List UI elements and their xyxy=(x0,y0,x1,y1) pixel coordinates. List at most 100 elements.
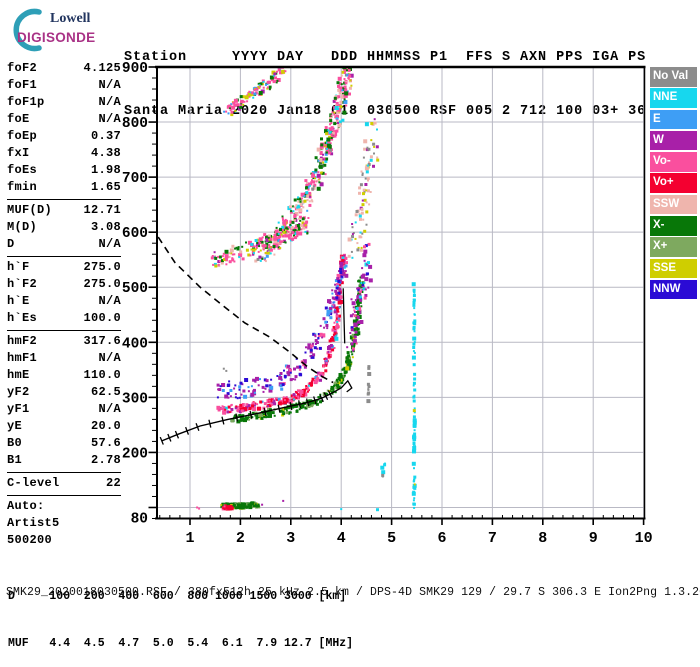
fof2-marker-line xyxy=(342,288,346,344)
param-value: N/A xyxy=(98,112,121,126)
param-row-b0: B0 57.6 xyxy=(7,435,121,452)
y-axis-label: 900 xyxy=(122,61,148,77)
param-label: hmE xyxy=(7,368,30,382)
overlay-curves xyxy=(157,236,353,442)
param-label: fxI xyxy=(7,146,30,160)
param-value: 22 xyxy=(105,476,121,490)
y-axis-label: 800 xyxy=(122,116,148,132)
param-value: 57.6 xyxy=(90,436,121,450)
param-value: 4.125 xyxy=(83,61,121,75)
y-axis-label: 700 xyxy=(122,171,148,187)
param-label: C-level xyxy=(7,476,60,490)
x-axis-label: 3 xyxy=(286,530,295,547)
param-value: N/A xyxy=(98,351,121,365)
legend-item-vo-: Vo- xyxy=(650,152,697,172)
ionogram-app: { "logo": {"line1": "Lowell", "line2": "… xyxy=(6,6,700,650)
echo-band-f-spread xyxy=(216,254,349,400)
echo-dot xyxy=(196,506,199,509)
param-label: foF1 xyxy=(7,78,38,92)
x-axis-label: 10 xyxy=(635,530,653,547)
param-value: 317.6 xyxy=(83,334,121,348)
axis-ticks xyxy=(148,66,645,525)
footer-status-line: SMK29_2020018030500.RSF / 380fx512h 25 k… xyxy=(6,586,700,599)
param-row-foep: foEp 0.37 xyxy=(7,128,121,145)
autoscaling-info-row: Artist5 xyxy=(7,515,121,532)
echo-dot xyxy=(413,483,416,486)
param-value: 1.98 xyxy=(90,163,121,177)
param-row-fof2: foF2 4.125 xyxy=(7,60,121,77)
param-value: 275.0 xyxy=(83,277,121,291)
echo-scatter xyxy=(196,67,417,512)
autoscaling-info-label: Artist5 xyxy=(7,516,60,530)
legend-item-noval: No Val xyxy=(650,67,697,87)
legend-item-ssw: SSW xyxy=(650,194,697,215)
grid-lines xyxy=(157,67,645,519)
param-value: 12.71 xyxy=(83,203,121,217)
echo-dot xyxy=(340,508,343,511)
true-height-profile xyxy=(161,393,331,442)
legend-item-sse: SSE xyxy=(650,258,697,279)
x-axis-label: 5 xyxy=(387,530,396,547)
param-label: h`Es xyxy=(7,311,38,325)
x-axis-label: 6 xyxy=(437,530,446,547)
param-row-hme: hmE 110.0 xyxy=(7,367,121,384)
param-label: fmin xyxy=(7,180,38,194)
param-row-hmf2: hmF2 317.6 xyxy=(7,333,121,350)
param-row-fof1p: foF1p N/A xyxy=(7,94,121,111)
param-label: foEs xyxy=(7,163,38,177)
param-row-fof1: foF1 N/A xyxy=(7,77,121,94)
param-row-mufd: MUF(D) 12.71 xyxy=(7,202,121,219)
legend-item-x-: X- xyxy=(650,216,697,236)
autoscaling-info-row: 500200 xyxy=(7,532,121,549)
param-value: 1.65 xyxy=(90,180,121,194)
echo-band-second-hop xyxy=(252,67,354,263)
echo-band-below-dots xyxy=(380,462,387,478)
param-value: N/A xyxy=(98,95,121,109)
transmission-curve-dashed xyxy=(157,236,334,384)
param-value: 3.08 xyxy=(90,220,121,234)
echo-band-second-hop-right xyxy=(347,118,380,259)
param-row-he: h`E N/A xyxy=(7,293,121,310)
y-axis-label: 500 xyxy=(122,281,148,297)
echo-band-f-trace-x xyxy=(230,275,365,424)
header-field-names: Station YYYY DAY DDD HHMMSS P1 FFS S AXN… xyxy=(124,50,647,65)
param-label: B1 xyxy=(7,453,23,467)
logo-digisonde-text: DIGISONDE xyxy=(17,30,96,45)
param-label: yE xyxy=(7,419,23,433)
echo-dot xyxy=(376,508,379,512)
echo-dot xyxy=(412,409,416,413)
legend-item-w: W xyxy=(650,130,697,151)
y-axis-label: 400 xyxy=(122,336,148,352)
dmuf-muf-row: MUF 4.4 4.5 4.7 5.0 5.4 6.1 7.9 12.7 [MH… xyxy=(8,636,354,650)
x-axis-label: 4 xyxy=(337,530,346,547)
param-row-md: M(D) 3.08 xyxy=(7,219,121,236)
legend-item-e: E xyxy=(650,109,697,130)
param-label: yF2 xyxy=(7,385,30,399)
param-value: 62.5 xyxy=(90,385,121,399)
param-label: h`E xyxy=(7,294,30,308)
echo-band-es-layer-red xyxy=(221,504,234,511)
legend-item-vo+: Vo+ xyxy=(650,173,697,193)
parameter-panel: foF2 4.125 foF1 N/A foF1p N/A foE N/A foEp 0.37 fx… xyxy=(7,60,121,549)
param-value: 110.0 xyxy=(83,368,121,382)
autoscaling-info-label: Auto: xyxy=(7,499,45,513)
param-label: foE xyxy=(7,112,30,126)
param-label: yF1 xyxy=(7,402,30,416)
param-label: MUF(D) xyxy=(7,203,53,217)
param-row-hmf1: hmF1 N/A xyxy=(7,350,121,367)
ionogram-plot: 900 800 700 600 500 400 300 200 80 1 2 3 4 5 6 7 8 9 10 xyxy=(122,61,653,547)
axis-labels: 900 800 700 600 500 400 300 200 80 1 2 3 4 5 6 7 8 9 10 xyxy=(122,61,653,547)
param-value: 20.0 xyxy=(90,419,121,433)
lowell-digisonde-logo: Lowell DIGISONDE xyxy=(10,6,128,54)
legend-item-nne: NNE xyxy=(650,88,697,108)
legend-item-nnw: NNW xyxy=(650,279,697,300)
panel-divider xyxy=(7,256,121,257)
param-label: h`F2 xyxy=(7,277,38,291)
profile-end-hook xyxy=(329,379,353,395)
echo-band-top-band xyxy=(223,67,287,117)
y-axis-label: 600 xyxy=(122,226,148,242)
param-label: hmF2 xyxy=(7,334,38,348)
logo-arc-icon xyxy=(13,8,42,52)
param-row-d: D N/A xyxy=(7,236,121,253)
param-label: hmF1 xyxy=(7,351,38,365)
